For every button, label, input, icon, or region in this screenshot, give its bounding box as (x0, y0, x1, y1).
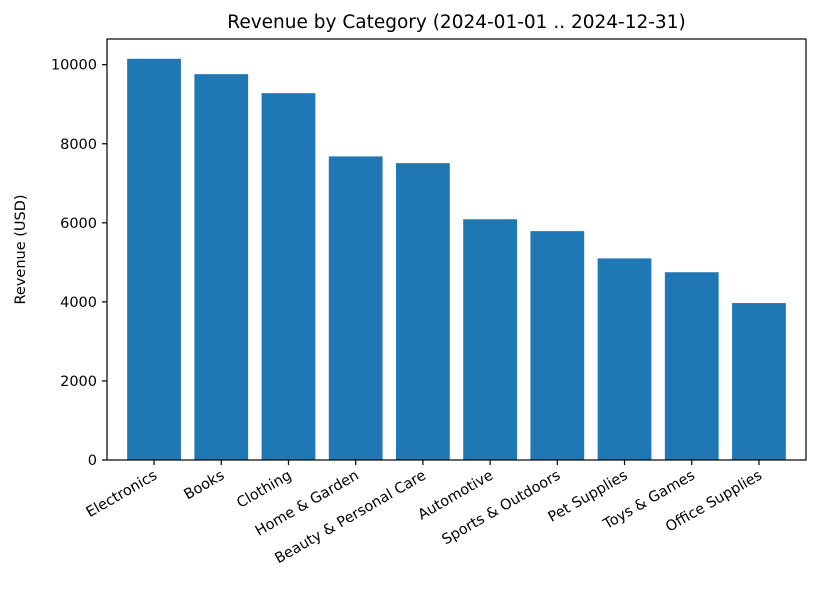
x-tick-label: Books (181, 468, 227, 504)
y-tick-label: 6000 (60, 216, 97, 232)
x-tick-label: Clothing (234, 468, 294, 512)
y-tick-label: 10000 (51, 58, 97, 74)
y-tick-label: 2000 (60, 374, 97, 390)
bar-pet-supplies (597, 258, 652, 460)
y-tick-label: 0 (88, 453, 97, 469)
y-axis-label: Revenue (USD) (13, 194, 29, 304)
y-axis-ticks: 0 2000 4000 6000 8000 10000 (51, 58, 107, 469)
y-tick-label: 4000 (60, 295, 97, 311)
chart-title: Revenue by Category (2024-01-01 .. 2024-… (227, 12, 685, 33)
x-tick-label: Electronics (84, 468, 160, 521)
bar-electronics (127, 58, 181, 460)
bar-office-supplies (732, 303, 786, 460)
bar-automotive (463, 219, 517, 460)
bar-sports-outdoors (530, 231, 585, 460)
bars-group (127, 58, 786, 461)
plot-frame (106, 38, 807, 461)
bar-books (194, 74, 249, 460)
y-tick-label: 8000 (60, 137, 97, 153)
x-tick-label: Sports & Outdoors (439, 468, 563, 549)
bar-toys-games (664, 272, 719, 460)
bar-beauty-personal-care (396, 163, 450, 460)
bar-home-garden (328, 156, 383, 460)
bar-clothing (261, 93, 316, 461)
